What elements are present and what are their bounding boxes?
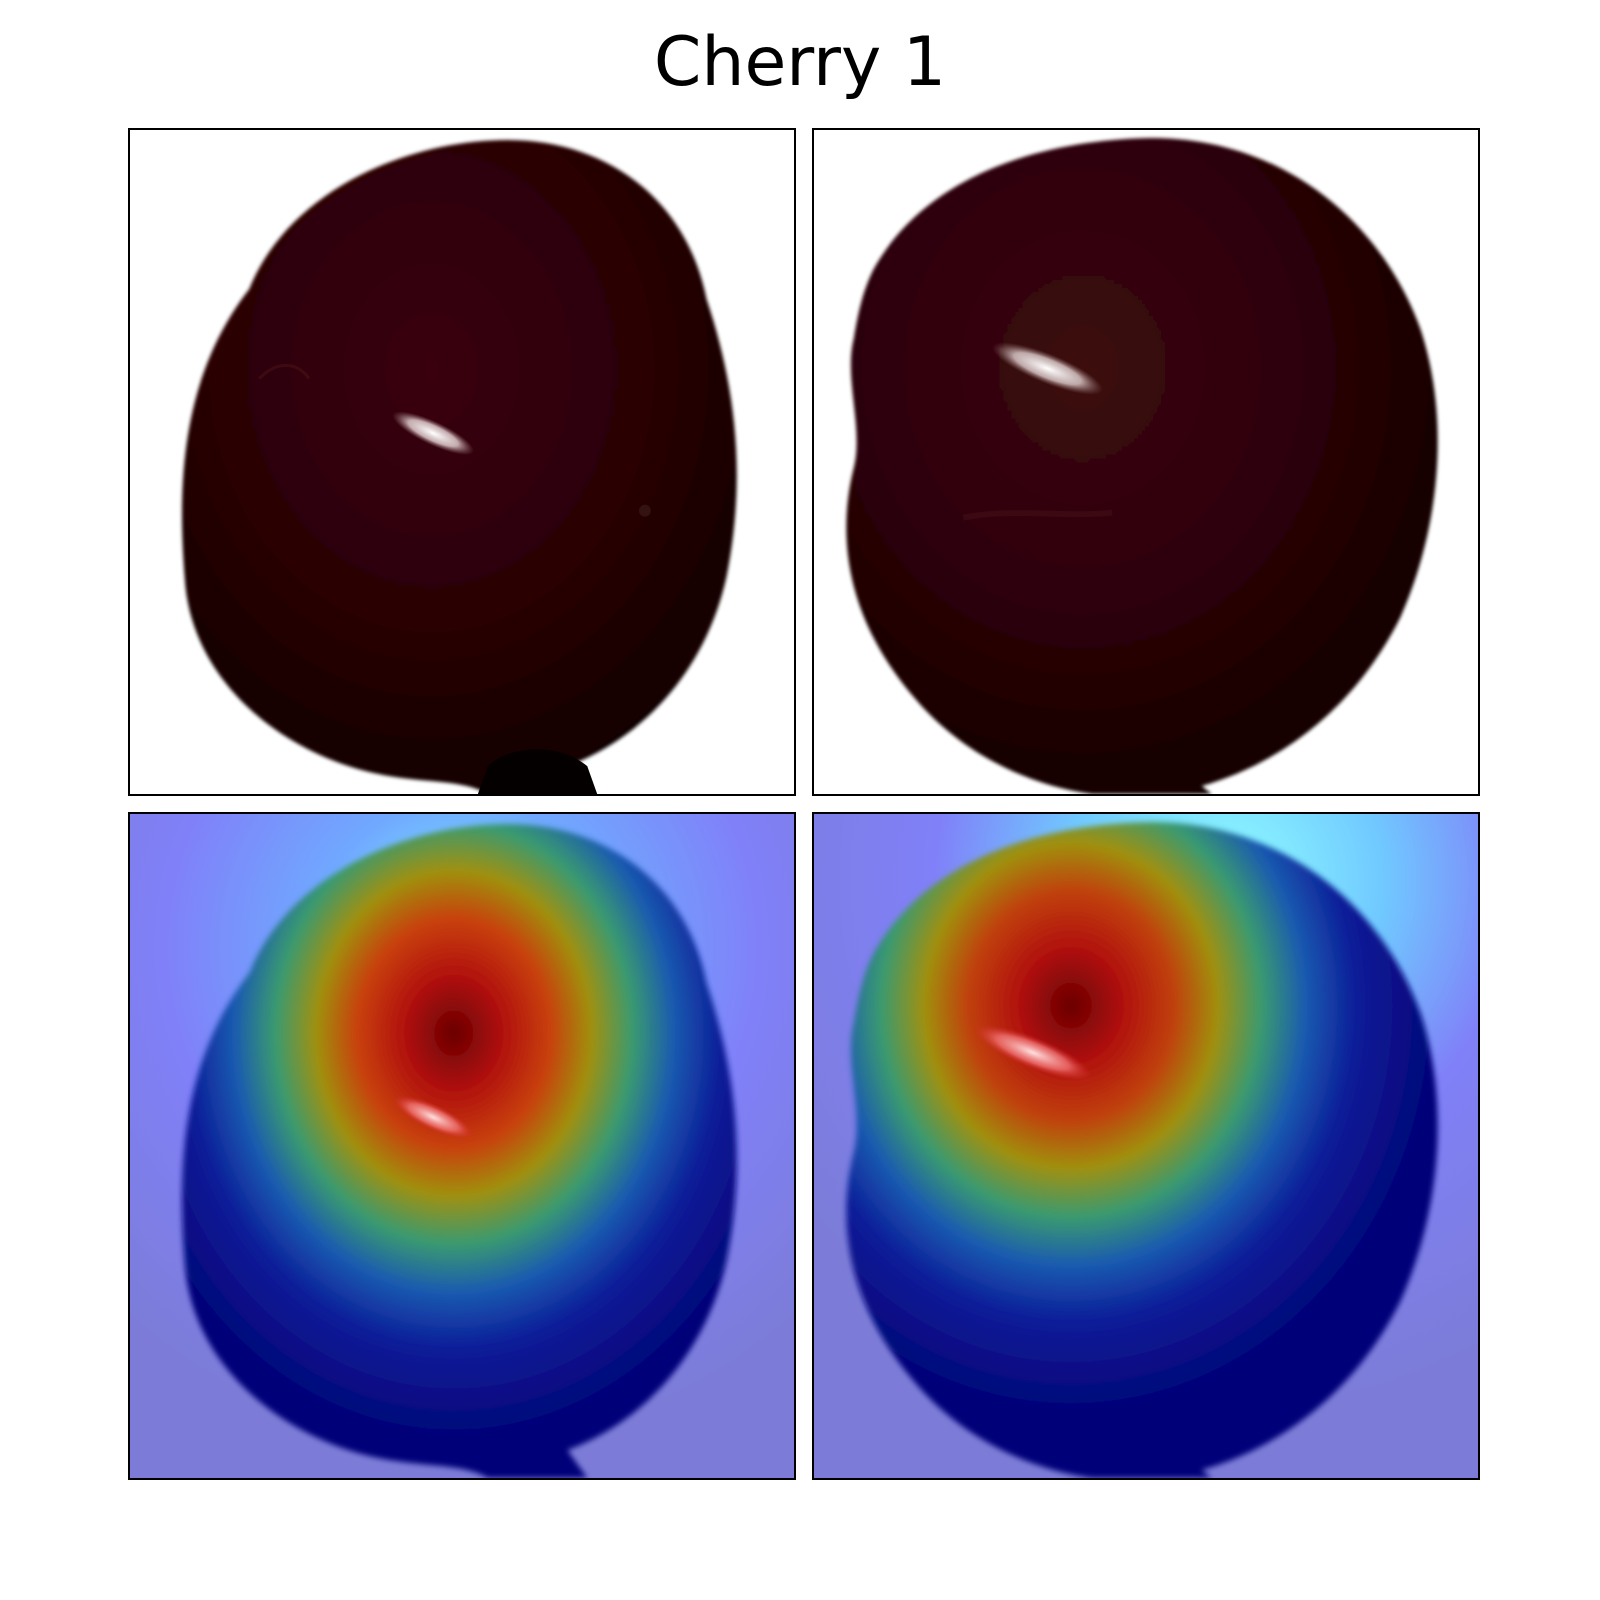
specular-highlight <box>972 1024 1093 1081</box>
cherry-photo-left <box>130 130 794 794</box>
cherry-body <box>182 139 737 794</box>
cherry-photo-right <box>814 130 1478 794</box>
heatmap-overlay-left <box>128 812 796 1480</box>
cherry-heatmap-left <box>130 814 794 1478</box>
specular-highlight <box>392 1094 475 1140</box>
specular-highlight <box>392 411 475 455</box>
cherry-heat-region <box>182 823 737 1478</box>
cherry-heat-region <box>846 821 1438 1478</box>
cherry-body <box>846 137 1438 794</box>
original-image-right <box>812 128 1480 796</box>
heatmap-overlay-right <box>812 812 1480 1480</box>
specular-highlight <box>992 342 1104 395</box>
cherry-heatmap-right <box>814 814 1478 1478</box>
original-image-left <box>128 128 796 796</box>
figure-title: Cherry 1 <box>653 23 947 102</box>
